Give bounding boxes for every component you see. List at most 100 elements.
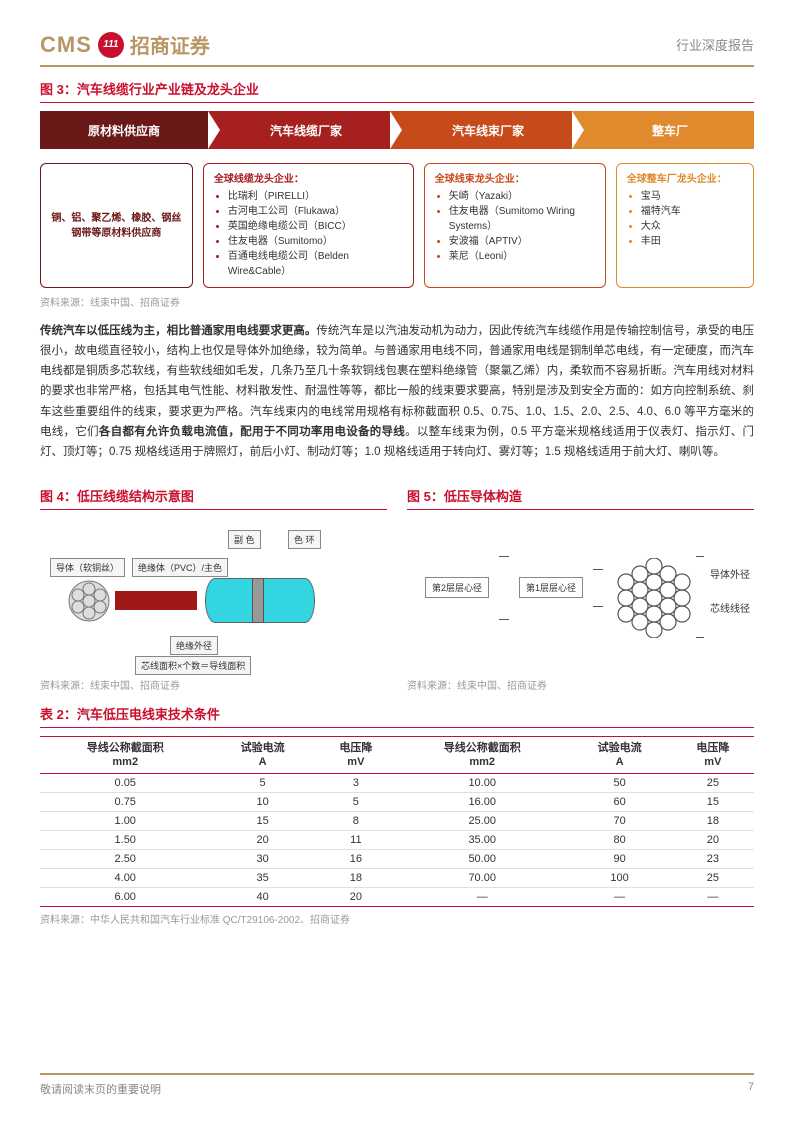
logo-badge: 111 — [98, 32, 124, 58]
table-row: 4.00351870.0010025 — [40, 869, 754, 888]
table-cell: 30 — [210, 850, 314, 869]
table-cell: — — [397, 888, 567, 907]
table-cell: 2.50 — [40, 850, 210, 869]
table-cell: 80 — [567, 831, 671, 850]
chain-box-3: 全球线束龙头企业： 矢崎（Yazaki） 住友电器（Sumitomo Wirin… — [424, 163, 606, 288]
table-row: 6.004020——— — [40, 888, 754, 907]
table-cell: 20 — [315, 888, 397, 907]
table-cell: 4.00 — [40, 869, 210, 888]
list-item: 英国绝缘电缆公司（BICC） — [228, 219, 403, 234]
table-cell: 18 — [672, 812, 754, 831]
table-cell: 100 — [567, 869, 671, 888]
chain-box-1: 铜、铝、聚乙烯、橡胶、钢丝钢带等原材料供应商 — [40, 163, 193, 288]
table2-source: 资料来源：中华人民共和国汽车行业标准 QC/T29106-2002、招商证券 — [40, 911, 754, 926]
label-sub: 副 色 — [228, 530, 261, 549]
table-cell: 3 — [315, 774, 397, 793]
table-header: 试验电流A — [210, 736, 314, 774]
table-body: 0.055310.0050250.7510516.0060151.0015825… — [40, 774, 754, 907]
layer-labels: 第2层层心径 第1层层心径 — [425, 556, 603, 620]
table-cell: 50.00 — [397, 850, 567, 869]
fig4-title: 图 4：低压线缆结构示意图 — [40, 486, 387, 510]
chain-seg-3: 汽车线束厂家 — [390, 111, 572, 149]
table-cell: 25.00 — [397, 812, 567, 831]
table-cell: 6.00 — [40, 888, 210, 907]
list-item: 莱尼（Leoni） — [449, 249, 595, 264]
label-outer-dia: 导体外径 — [710, 566, 750, 581]
table-cell: 5 — [210, 774, 314, 793]
box4-title: 全球整车厂龙头企业： — [627, 172, 743, 187]
label-area: 芯线面积×个数＝导线面积 — [135, 656, 251, 675]
chain-seg-2: 汽车线缆厂家 — [208, 111, 390, 149]
table-cell: 50 — [567, 774, 671, 793]
fig4-source: 资料来源：线束中国、招商证券 — [40, 677, 387, 692]
table-cell: 25 — [672, 774, 754, 793]
logo-cn: 招商证券 — [130, 30, 210, 59]
footer-note: 敬请阅读末页的重要说明 — [40, 1081, 161, 1097]
table-row: 2.50301650.009023 — [40, 850, 754, 869]
list-item: 百通电线电缆公司（Belden Wire&Cable） — [228, 249, 403, 279]
list-item: 安波福（APTIV） — [449, 234, 595, 249]
bracket-icon — [593, 569, 603, 607]
table-cell: 23 — [672, 850, 754, 869]
table-cell: — — [672, 888, 754, 907]
lead-bold: 传统汽车以低压线为主，相比普通家用电线要求更高。 — [40, 325, 316, 337]
table-row: 0.055310.005025 — [40, 774, 754, 793]
body-p1a: 传统汽车是以汽油发动机为动力，因此传统汽车线缆作用是传输控制信号，承受的电压很小… — [40, 325, 754, 438]
header-category: 行业深度报告 — [676, 35, 754, 54]
box2-title: 全球线缆龙头企业： — [214, 172, 403, 187]
table-head-row: 导线公称截面积mm2试验电流A电压降mV导线公称截面积mm2试验电流A电压降mV — [40, 736, 754, 774]
fig5-title: 图 5：低压导体构造 — [407, 486, 754, 510]
box3-list: 矢崎（Yazaki） 住友电器（Sumitomo Wiring Systems）… — [435, 189, 595, 264]
table-header: 导线公称截面积mm2 — [397, 736, 567, 774]
fig3-title: 图 3：汽车线缆行业产业链及龙头企业 — [40, 79, 754, 103]
chain-seg-1: 原材料供应商 — [40, 111, 208, 149]
table-cell: — — [567, 888, 671, 907]
table-cell: 20 — [672, 831, 754, 850]
insulation-segment — [115, 591, 197, 610]
body-paragraph: 传统汽车以低压线为主，相比普通家用电线要求更高。传统汽车是以汽油发动机为动力，因… — [40, 321, 754, 462]
table-cell: 11 — [315, 831, 397, 850]
table-cell: 0.75 — [40, 793, 210, 812]
logo-cms: CMS — [40, 32, 92, 58]
table-header: 电压降mV — [315, 736, 397, 774]
list-item: 大众 — [641, 219, 743, 234]
page-number: 7 — [748, 1081, 754, 1097]
table-cell: 20 — [210, 831, 314, 850]
color-band — [252, 578, 264, 623]
table-cell: 10 — [210, 793, 314, 812]
box4-list: 宝马 福特汽车 大众 丰田 — [627, 189, 743, 249]
table-cell: 35 — [210, 869, 314, 888]
table-cell: 25 — [672, 869, 754, 888]
label-layer2: 第2层层心径 — [425, 577, 489, 598]
logo: CMS 111 招商证券 — [40, 30, 210, 59]
table-cell: 40 — [210, 888, 314, 907]
chain-box-4: 全球整车厂龙头企业： 宝马 福特汽车 大众 丰田 — [616, 163, 754, 288]
bracket-icon — [499, 556, 509, 620]
fig4-col: 图 4：低压线缆结构示意图 导体（软铜丝） 绝缘体（PVC）/主色 副 色 色 … — [40, 474, 387, 692]
label-core-dia: 芯线线径 — [710, 600, 750, 615]
table-cell: 15 — [672, 793, 754, 812]
table-row: 1.50201135.008020 — [40, 831, 754, 850]
fig5-diagram: 第2层层心径 第1层层心径 导体外径 芯线线径 — [407, 518, 754, 673]
value-chain: 原材料供应商 汽车线缆厂家 汽车线束厂家 整车厂 — [40, 111, 754, 149]
list-item: 住友电器（Sumitomo） — [228, 234, 403, 249]
list-item: 福特汽车 — [641, 204, 743, 219]
label-conductor: 导体（软铜丝） — [50, 558, 125, 577]
page-header: CMS 111 招商证券 行业深度报告 — [40, 30, 754, 67]
list-item: 矢崎（Yazaki） — [449, 189, 595, 204]
table-cell: 0.05 — [40, 774, 210, 793]
label-ring: 色 环 — [288, 530, 321, 549]
table-cell: 1.00 — [40, 812, 210, 831]
outer-bracket-icon — [696, 556, 704, 638]
table-header: 试验电流A — [567, 736, 671, 774]
table2: 导线公称截面积mm2试验电流A电压降mV导线公称截面积mm2试验电流A电压降mV… — [40, 736, 754, 908]
strand-cross-section-icon — [614, 558, 694, 638]
table-cell: 1.50 — [40, 831, 210, 850]
figures-row: 图 4：低压线缆结构示意图 导体（软铜丝） 绝缘体（PVC）/主色 副 色 色 … — [40, 474, 754, 692]
list-item: 丰田 — [641, 234, 743, 249]
chain-boxes: 铜、铝、聚乙烯、橡胶、钢丝钢带等原材料供应商 全球线缆龙头企业： 比瑞利（PIR… — [40, 163, 754, 288]
body-bold2: 各自都有允许负载电流值，配用于不同功率用电设备的导线 — [99, 426, 405, 438]
label-layer1: 第1层层心径 — [519, 577, 583, 598]
table2-title: 表 2：汽车低压电线束技术条件 — [40, 704, 754, 728]
table-cell: 60 — [567, 793, 671, 812]
